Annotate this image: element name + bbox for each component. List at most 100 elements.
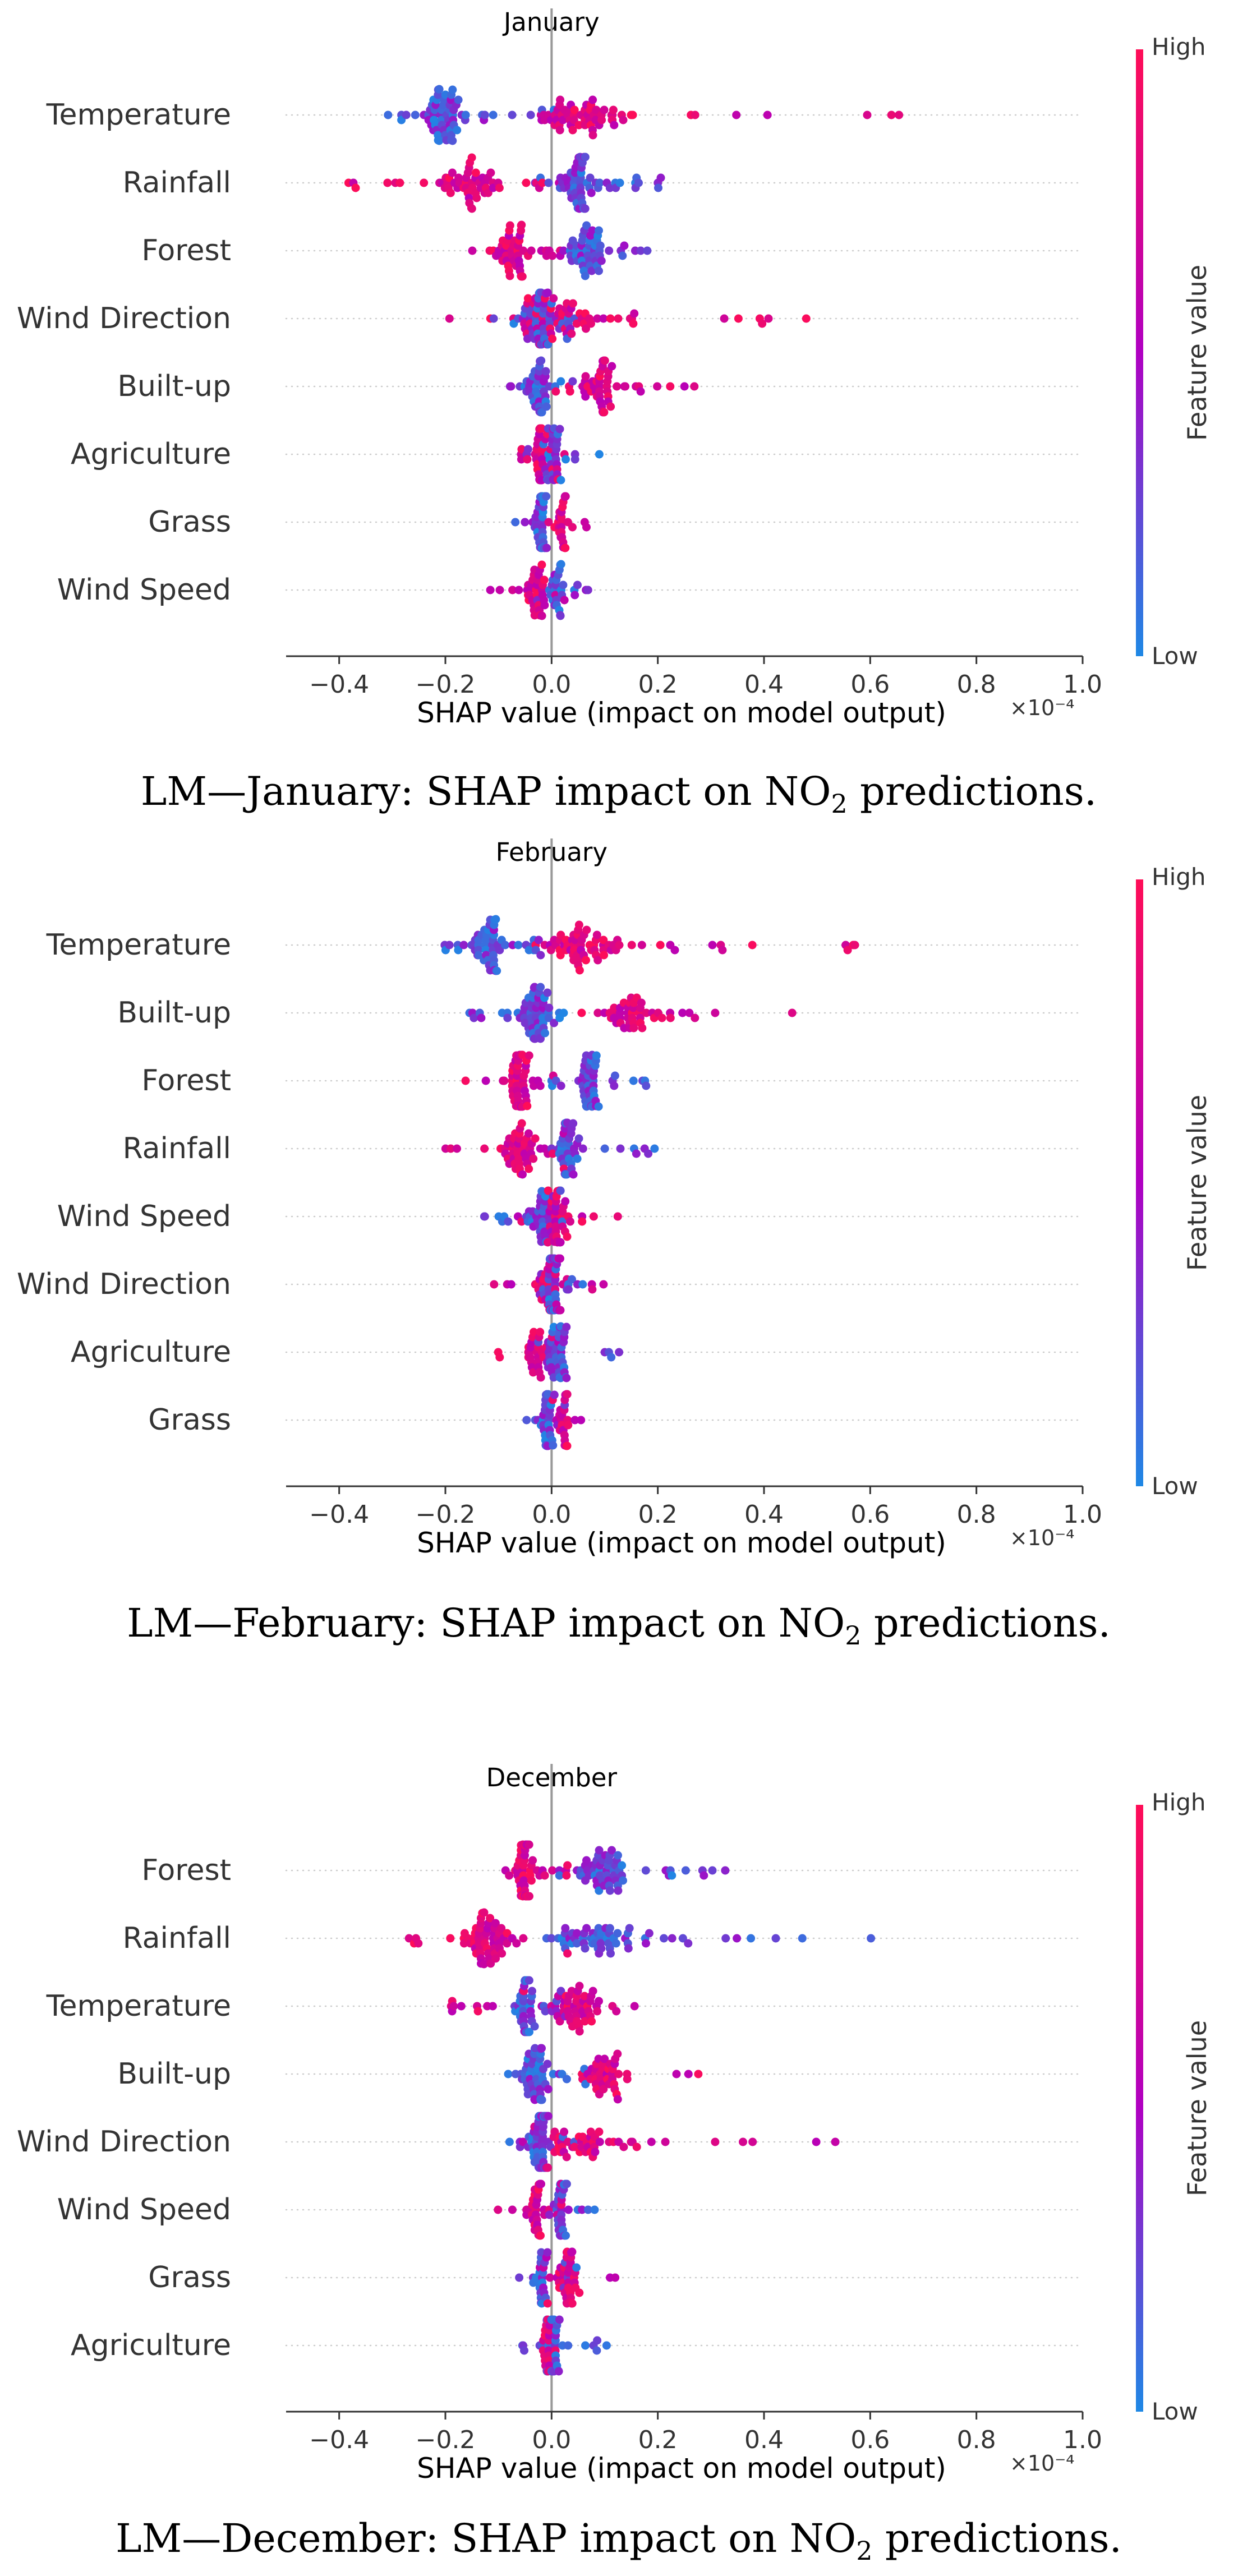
shap-point xyxy=(577,1008,586,1017)
shap-point xyxy=(445,314,454,323)
shap-point xyxy=(628,110,637,119)
shap-point xyxy=(505,1871,514,1880)
feature-label: Wind Direction xyxy=(17,302,231,335)
x-tick-label: 0.8 xyxy=(957,1500,996,1529)
shap-point xyxy=(610,1071,619,1080)
shap-point xyxy=(555,126,564,135)
shap-point xyxy=(595,2137,604,2146)
shap-point xyxy=(507,382,516,391)
shap-point xyxy=(613,382,622,391)
x-tick-label: 0.0 xyxy=(532,2426,571,2454)
feature-label: Rainfall xyxy=(123,1132,231,1165)
shap-point xyxy=(525,1892,533,1901)
feature-label: Grass xyxy=(148,1403,231,1437)
shap-point xyxy=(555,425,564,434)
shap-point xyxy=(480,1212,489,1221)
shap-point xyxy=(642,1939,650,1948)
shap-point xyxy=(549,1373,558,1382)
shap-point xyxy=(537,2248,546,2257)
shap-point xyxy=(543,288,552,297)
shap-point xyxy=(351,183,360,192)
shap-point xyxy=(581,204,590,213)
shap-point xyxy=(668,1871,676,1880)
shap-point xyxy=(562,1871,571,1880)
shap-point xyxy=(544,1013,553,1022)
shap-point xyxy=(613,1212,622,1221)
shap-point xyxy=(592,1051,601,1060)
shap-point xyxy=(556,476,565,485)
shap-point xyxy=(523,445,532,454)
shap-point xyxy=(588,1987,597,1996)
x-tick-label: −0.4 xyxy=(309,2426,369,2454)
shap-point xyxy=(708,941,717,950)
shap-point xyxy=(522,1416,531,1425)
shap-point xyxy=(593,2007,602,2016)
feature-label: Wind Direction xyxy=(17,1268,231,1301)
shap-point xyxy=(524,1976,533,1985)
shap-point xyxy=(561,1197,570,1206)
shap-point xyxy=(614,1886,623,1895)
shap-point xyxy=(562,2075,571,2084)
shap-point xyxy=(448,85,457,94)
shap-point xyxy=(448,136,457,145)
shap-point xyxy=(568,2299,577,2308)
shap-point xyxy=(656,941,665,950)
shap-point xyxy=(493,966,501,975)
x-tick-label: −0.2 xyxy=(416,2426,476,2454)
shap-point xyxy=(600,356,609,365)
shap-point xyxy=(537,424,546,433)
shap-point xyxy=(468,246,477,255)
shap-point xyxy=(564,2205,573,2214)
january-x-axis-label: SHAP value (impact on model output) xyxy=(417,697,946,729)
shap-point xyxy=(621,382,630,391)
shap-point xyxy=(629,1076,638,1085)
shap-point xyxy=(583,2205,592,2214)
shap-point xyxy=(636,387,645,396)
shap-point xyxy=(660,1934,668,1943)
feature-label: Grass xyxy=(148,2261,231,2294)
shap-point xyxy=(596,241,605,250)
shap-point xyxy=(544,178,553,187)
shap-point xyxy=(523,2090,532,2099)
shap-point xyxy=(607,1353,616,1362)
shap-point xyxy=(530,1328,538,1337)
shap-point xyxy=(863,110,872,119)
shap-point xyxy=(739,2137,747,2146)
shap-point xyxy=(447,1144,455,1153)
shap-point xyxy=(531,1134,540,1143)
shap-point xyxy=(593,956,602,965)
shap-point xyxy=(680,382,689,391)
shap-point xyxy=(517,220,526,229)
shap-point xyxy=(608,1846,616,1855)
shap-point xyxy=(611,1939,620,1948)
feature-label: Agriculture xyxy=(71,1335,231,1369)
shap-point xyxy=(632,1149,641,1158)
shap-point xyxy=(572,1939,581,1948)
shap-point xyxy=(526,110,535,119)
shap-point xyxy=(615,1348,624,1357)
shap-point xyxy=(480,1960,489,1969)
shap-point xyxy=(559,580,568,589)
shap-point xyxy=(474,951,483,960)
shap-point xyxy=(620,241,629,250)
shap-point xyxy=(395,178,404,187)
shap-point xyxy=(563,1441,572,1450)
shap-point xyxy=(614,2070,623,2079)
shap-point xyxy=(595,178,604,187)
shap-point xyxy=(595,266,603,275)
shap-point xyxy=(637,941,646,950)
shap-point xyxy=(527,1876,536,1885)
shap-point xyxy=(672,2070,681,2079)
shap-point xyxy=(595,226,603,235)
x-tick-label: 0.6 xyxy=(850,2426,890,2454)
shap-point xyxy=(758,319,767,328)
x-tick-label: −0.4 xyxy=(309,670,369,699)
shap-point xyxy=(491,1919,500,1928)
shap-point xyxy=(565,387,574,396)
december-beeswarm-plot: DecemberForestRainfallTemperatureBuilt-u… xyxy=(17,1763,1212,2485)
shap-point xyxy=(747,1934,756,1943)
shap-point xyxy=(467,204,476,213)
shap-point xyxy=(414,1939,423,1948)
x-tick-label: 0.2 xyxy=(638,2426,678,2454)
feature-label: Rainfall xyxy=(123,1921,231,1955)
